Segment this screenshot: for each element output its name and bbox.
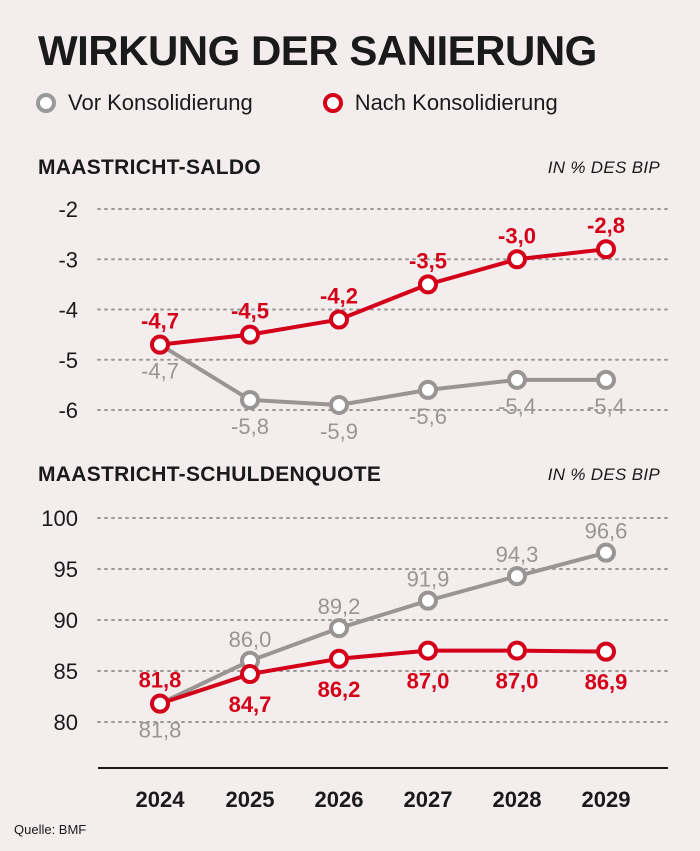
data-point-before: [418, 590, 438, 611]
data-point-after: [329, 309, 349, 330]
data-label-after: 87,0: [496, 669, 539, 694]
legend-item-before: Vor Konsolidierung: [36, 90, 253, 116]
data-point-after: [150, 693, 170, 714]
legend-item-after: Nach Konsolidierung: [322, 90, 558, 116]
data-label-after: -4,7: [141, 309, 179, 334]
chart-title-saldo: MAASTRICHT-SALDO: [38, 156, 261, 179]
x-tick-label: 2024: [136, 787, 186, 812]
source-note: Quelle: BMF: [14, 822, 87, 837]
data-label-after: -3,5: [409, 248, 447, 273]
x-tick-label: 2026: [315, 787, 364, 812]
data-point-after: [418, 274, 438, 295]
x-tick-label: 2028: [493, 787, 542, 812]
data-label-after: -3,0: [498, 223, 536, 248]
data-point-after: [240, 664, 260, 685]
data-label-after: 81,8: [139, 668, 182, 693]
data-point-after: [596, 641, 616, 662]
data-label-before: -4,7: [141, 359, 179, 384]
data-label-after: -2,8: [587, 213, 625, 238]
data-point-before: [329, 394, 349, 415]
data-label-before: -5,4: [498, 394, 536, 419]
legend-label-before: Vor Konsolidierung: [68, 90, 253, 115]
data-point-after: [596, 239, 616, 260]
data-label-after: -4,5: [231, 299, 269, 324]
data-label-before: -5,4: [587, 394, 625, 419]
data-point-before: [329, 618, 349, 639]
x-tick-label: 2029: [582, 787, 631, 812]
data-point-after: [150, 334, 170, 355]
y-tick-label: -2: [58, 197, 78, 222]
data-label-before: 91,9: [407, 567, 450, 592]
y-tick-label: 90: [54, 608, 78, 633]
series-line-after: [159, 247, 607, 347]
data-point-after: [240, 324, 260, 345]
y-tick-label: 85: [54, 659, 78, 684]
data-point-after: [329, 648, 349, 669]
legend-label-after: Nach Konsolidierung: [354, 90, 558, 115]
data-label-before: 89,2: [318, 594, 361, 619]
y-tick-label: -4: [58, 298, 78, 323]
y-tick-label: -5: [58, 348, 78, 373]
data-label-after: -4,2: [320, 284, 358, 309]
y-tick-label: 95: [54, 557, 78, 582]
data-label-after: 84,7: [229, 692, 272, 717]
data-label-before: 96,6: [585, 519, 628, 544]
data-point-after: [507, 249, 527, 270]
data-point-after: [418, 640, 438, 661]
data-point-before: [596, 542, 616, 563]
data-point-before: [240, 389, 260, 410]
data-label-before: -5,9: [320, 419, 358, 444]
x-tick-label: 2025: [226, 787, 275, 812]
data-label-after: 86,2: [318, 677, 361, 702]
legend-marker-before: [36, 93, 56, 113]
data-point-after: [507, 640, 527, 661]
data-label-before: -5,8: [231, 414, 269, 439]
data-label-after: 86,9: [585, 670, 628, 695]
y-tick-label: -3: [58, 247, 78, 272]
series-line-before: [159, 550, 607, 706]
chart-title-schulden: MAASTRICHT-SCHULDENQUOTE: [38, 463, 382, 486]
unit-label-schulden: IN % DES BIP: [547, 465, 660, 484]
data-point-before: [507, 369, 527, 390]
unit-label-saldo: IN % DES BIP: [547, 158, 660, 177]
x-tick-label: 2027: [404, 787, 453, 812]
y-tick-label: 100: [41, 506, 78, 531]
data-point-before: [418, 379, 438, 400]
data-label-before: 81,8: [139, 718, 182, 743]
y-tick-label: -6: [58, 398, 78, 423]
data-label-before: -5,6: [409, 404, 447, 429]
data-point-before: [596, 369, 616, 390]
page-title: WIRKUNG DER SANIERUNG: [38, 27, 597, 74]
series-line-after: [159, 648, 607, 706]
legend-marker-after: [322, 93, 343, 113]
data-label-before: 94,3: [496, 542, 539, 567]
y-tick-label: 80: [54, 710, 78, 735]
data-point-before: [507, 566, 527, 587]
legend: Vor Konsolidierung Nach Konsolidierung: [36, 90, 558, 116]
data-label-before: 86,0: [229, 627, 272, 652]
data-label-after: 87,0: [407, 669, 450, 694]
series-line-before: [158, 342, 606, 407]
